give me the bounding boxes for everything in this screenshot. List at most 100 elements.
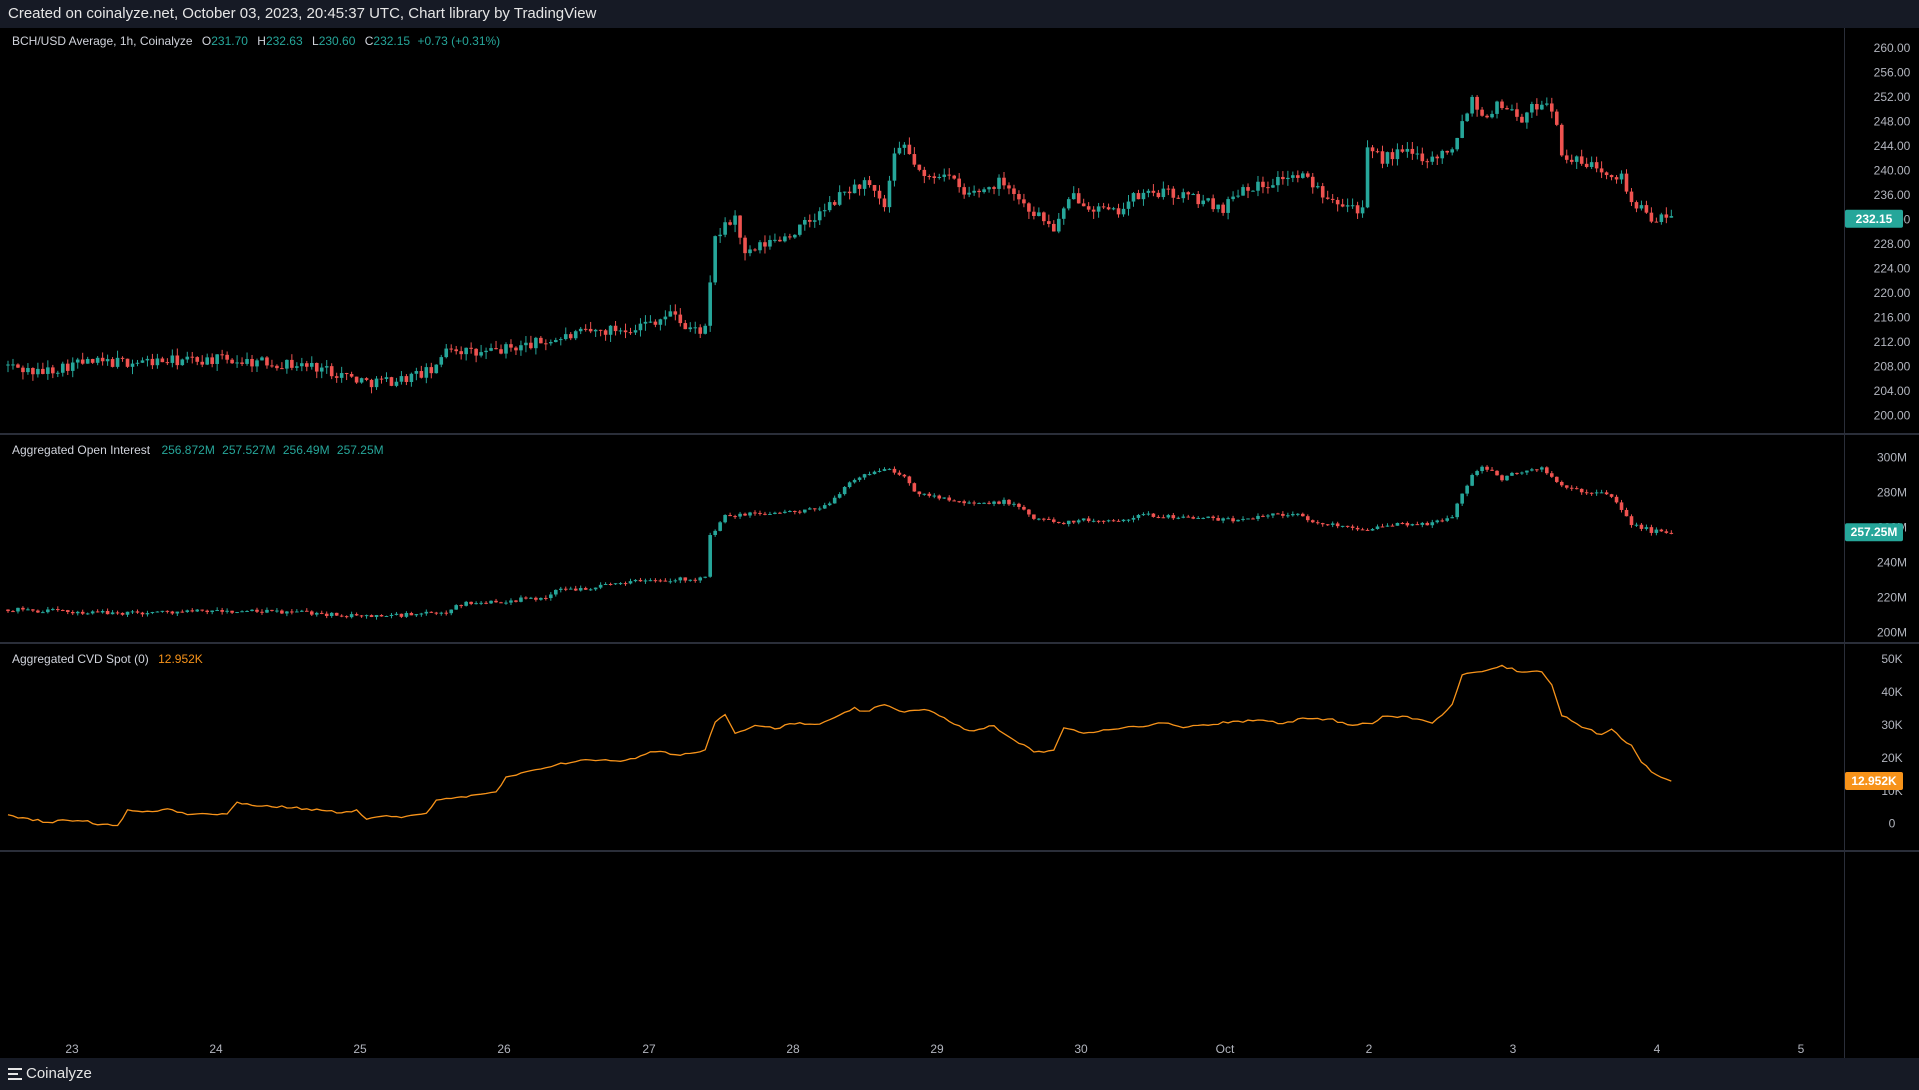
price-candle-body <box>1171 188 1176 198</box>
price-candle-body <box>1385 152 1390 164</box>
price-candle-body <box>474 348 478 356</box>
x-axis-label: 5 <box>1798 1042 1805 1056</box>
price-candle-body <box>185 356 190 360</box>
price-candle-body <box>588 328 593 332</box>
oi-candle-body <box>857 477 862 480</box>
price-candle-body <box>374 378 379 388</box>
oi-candle-body <box>1435 520 1440 523</box>
price-candle-body <box>115 357 120 367</box>
price-candle-body <box>260 357 264 361</box>
price-candle-body <box>504 344 508 354</box>
oi-candle-body <box>897 472 902 475</box>
price-candle-body <box>270 365 274 367</box>
oi-candle-body <box>1047 518 1051 520</box>
oi-candle-body <box>1634 524 1639 526</box>
oi-candle-body <box>982 502 986 504</box>
oi-candle-body <box>1007 499 1011 505</box>
price-candle-body <box>1659 214 1664 223</box>
oi-candle-body <box>549 594 553 599</box>
price-candle-body <box>1166 188 1171 190</box>
high-label: H <box>257 34 266 48</box>
price-candle-body <box>175 355 180 366</box>
price-candle-body <box>1604 172 1609 176</box>
price-y-tick-label: 224.00 <box>1874 262 1911 276</box>
oi-candle-body <box>1400 522 1405 524</box>
oi-candle-body <box>748 512 752 516</box>
oi-candle-body <box>1325 524 1330 526</box>
oi-candle-body <box>11 611 15 613</box>
oi-candle-body <box>275 610 279 612</box>
price-candle-body <box>1355 205 1360 214</box>
price-candle-body <box>334 376 339 378</box>
oi-candle-body <box>140 612 145 615</box>
price-candle-body <box>155 358 160 366</box>
price-candle-body <box>215 354 219 364</box>
price-candle-body <box>1365 147 1370 208</box>
price-candle-body <box>1131 193 1136 202</box>
oi-candle-body <box>1445 518 1450 521</box>
oi-candle-body <box>972 502 976 504</box>
price-candle-body <box>349 374 354 377</box>
oi-candle-body <box>1360 529 1365 531</box>
oi-candle-body <box>1480 466 1484 472</box>
price-candle-body <box>26 368 30 373</box>
oi-candle-body <box>404 612 409 617</box>
oi-candle-body <box>1310 520 1315 523</box>
oi-candle-body <box>768 513 772 515</box>
price-y-tick-label: 216.00 <box>1874 311 1911 325</box>
x-axis-label: 23 <box>65 1042 79 1056</box>
price-candle-body <box>952 175 956 179</box>
price-candle-body <box>549 342 553 344</box>
oi-candle-body <box>1430 522 1435 526</box>
high-value: 232.63 <box>265 34 303 48</box>
price-candle-body <box>145 358 150 361</box>
price-candle-body <box>912 154 917 165</box>
oi-candle-body <box>683 577 688 581</box>
oi-candle-body <box>230 610 234 613</box>
price-candle-body <box>1320 186 1325 198</box>
oi-candle-body <box>319 612 324 614</box>
price-candle-body <box>1091 209 1096 212</box>
open-interest-candles <box>6 465 1674 620</box>
price-candle-body <box>743 237 747 254</box>
oi-candle-body <box>728 514 732 517</box>
chart-area[interactable]: 200.00 204.00 208.00 212.00 216.00 220.00 224.… <box>0 28 1919 1058</box>
oi-candle-body <box>444 612 449 614</box>
price-candle-body <box>275 365 279 369</box>
price-candle-body <box>1325 197 1330 199</box>
price-candle-body <box>1071 193 1076 200</box>
price-candle-body <box>902 144 907 148</box>
x-axis-label: 25 <box>353 1042 367 1056</box>
price-candle-body <box>1440 150 1445 159</box>
price-candle-body <box>95 357 100 363</box>
chart-canvas[interactable]: 200.00 204.00 208.00 212.00 216.00 220.00 224.… <box>0 28 1919 1058</box>
price-candle-body <box>225 354 229 360</box>
oi-candle-body <box>160 610 165 612</box>
price-candle-body <box>285 359 289 369</box>
x-axis-label: 4 <box>1654 1042 1661 1056</box>
oi-candle-body <box>1664 531 1669 533</box>
oi-candle-body <box>1291 514 1295 516</box>
price-candle-body <box>544 343 548 345</box>
oi-candle-body <box>379 615 384 617</box>
coinalyze-brand[interactable]: Coinalyze <box>8 1058 92 1090</box>
oi-candle-body <box>280 610 284 614</box>
price-candle-body <box>972 190 976 193</box>
cvd-legend-value: 12.952K <box>158 652 203 666</box>
oi-candle-body <box>793 510 797 512</box>
price-candle-body <box>1176 197 1181 199</box>
price-candle-body <box>1136 193 1141 200</box>
price-candle-body <box>882 198 887 208</box>
price-candle-body <box>85 358 90 364</box>
oi-candle-body <box>1246 518 1250 520</box>
oi-candle-body <box>1196 517 1201 519</box>
oi-last-badge-bg <box>1845 523 1903 542</box>
oi-candle-body <box>1495 470 1499 476</box>
price-candle-body <box>817 211 822 221</box>
price-candle-body <box>110 359 115 367</box>
price-candle-body <box>1126 201 1131 209</box>
price-candle-body <box>280 368 284 370</box>
oi-candle-body <box>1455 503 1459 518</box>
price-candle-body <box>1395 149 1400 160</box>
price-candle-body <box>1216 204 1220 210</box>
